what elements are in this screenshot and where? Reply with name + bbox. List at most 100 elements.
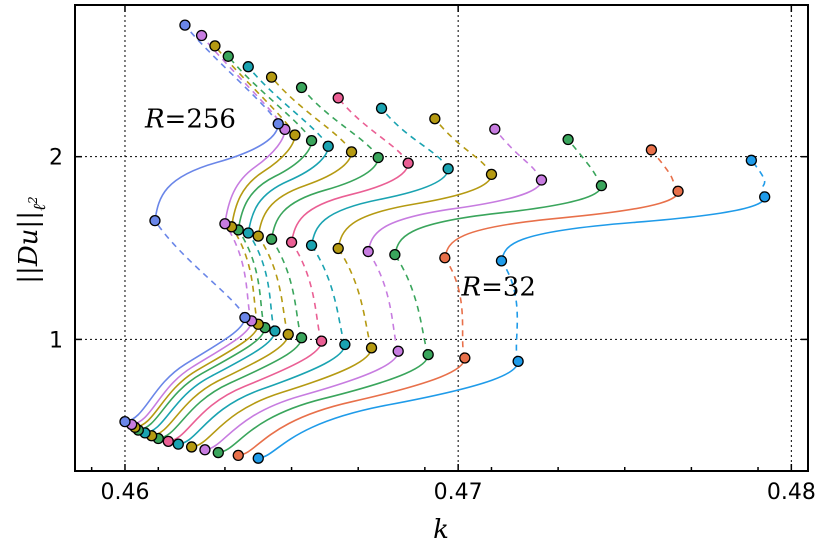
series-line-lower <box>218 354 429 454</box>
data-point <box>119 416 131 428</box>
data-point <box>285 236 298 248</box>
series-line-top <box>650 149 679 192</box>
data-point <box>252 452 264 464</box>
series-line-upper <box>270 157 379 240</box>
series-curves <box>124 24 766 459</box>
series-line-top <box>750 159 766 198</box>
series-line-middle <box>337 248 373 349</box>
data-point <box>212 446 224 459</box>
y-axis-label: ||Du||ℓ2 <box>14 196 50 283</box>
data-point <box>195 29 208 42</box>
series-line-top <box>434 118 493 175</box>
series-line-lower <box>144 330 276 434</box>
annotations: R=256 R=32 <box>144 104 536 302</box>
data-point <box>265 233 278 245</box>
data-point <box>272 118 284 130</box>
data-point <box>332 242 344 255</box>
data-point <box>339 338 351 351</box>
series-line-top <box>494 128 543 181</box>
data-point <box>219 218 231 230</box>
series-line-lower <box>204 351 399 451</box>
x-tick-label: 0.47 <box>434 480 483 505</box>
data-point <box>595 179 608 192</box>
series-line-middle <box>257 235 289 335</box>
x-tick-label: 0.46 <box>100 480 149 505</box>
data-point <box>402 157 414 169</box>
data-point <box>295 81 308 94</box>
series-line-middle <box>310 244 346 345</box>
plot-frame <box>74 4 809 472</box>
series-line-upper <box>394 185 603 255</box>
series-line-upper <box>367 179 543 252</box>
series-line-top <box>247 66 329 147</box>
data-point <box>442 163 454 175</box>
data-point <box>392 345 404 357</box>
series-line-lower <box>134 324 260 429</box>
series-line-top <box>380 107 449 170</box>
series-markers <box>119 19 771 464</box>
series-line-upper <box>237 140 313 231</box>
series-line-upper <box>257 151 353 237</box>
data-point <box>265 71 278 83</box>
series-line-upper <box>247 146 329 234</box>
data-point <box>199 444 211 456</box>
series-line-top <box>184 24 279 125</box>
series-line-lower <box>158 337 303 440</box>
data-point <box>645 144 658 156</box>
series-line-middle <box>247 232 276 332</box>
series-line-lower <box>178 344 346 445</box>
series-line-middle <box>500 260 519 362</box>
series-line-lower <box>151 334 289 437</box>
series-line-top <box>300 86 379 158</box>
series-line-lower <box>258 361 519 459</box>
data-point <box>162 435 174 447</box>
series-line-top <box>227 55 313 142</box>
data-point <box>322 140 334 152</box>
data-point <box>429 113 441 125</box>
series-line-upper <box>290 163 409 243</box>
data-point <box>389 249 401 261</box>
data-point <box>422 348 434 361</box>
data-point <box>562 133 574 146</box>
x-axis-label: k <box>433 515 449 545</box>
series-line-upper <box>500 196 766 261</box>
data-point <box>459 352 471 364</box>
data-point <box>305 135 318 147</box>
data-point <box>439 252 451 264</box>
data-point <box>179 19 191 31</box>
data-point <box>489 123 501 135</box>
series-line-upper <box>154 123 279 221</box>
data-point <box>222 50 234 62</box>
data-point <box>242 227 254 239</box>
data-point <box>239 311 251 324</box>
series-line-middle <box>367 251 399 352</box>
grid-lines <box>75 5 808 471</box>
series-line-middle <box>290 241 323 342</box>
data-point <box>372 151 384 164</box>
data-point <box>495 255 508 267</box>
series-line-lower <box>138 327 266 431</box>
data-point <box>745 154 758 166</box>
series-line-top <box>567 138 603 186</box>
annotation-R32: R=32 <box>460 273 535 303</box>
series-line-lower <box>124 317 246 423</box>
data-point <box>512 355 524 368</box>
y-tick-label: 1 <box>49 328 63 353</box>
series-line-top <box>270 76 353 153</box>
data-point <box>242 61 254 73</box>
data-point <box>232 449 244 462</box>
series-line-middle <box>444 257 466 359</box>
series-line-upper <box>224 129 286 224</box>
annotation-R256: R=256 <box>144 104 236 134</box>
series-line-lower <box>168 340 323 443</box>
data-point <box>252 230 264 242</box>
data-point <box>149 214 161 227</box>
series-line-middle <box>394 254 429 355</box>
series-line-upper <box>310 168 449 246</box>
y-tick-label: 2 <box>49 146 63 171</box>
series-line-upper <box>444 191 679 258</box>
data-point <box>375 102 388 114</box>
data-point <box>365 342 378 354</box>
data-point <box>172 438 184 450</box>
data-point <box>315 335 328 347</box>
